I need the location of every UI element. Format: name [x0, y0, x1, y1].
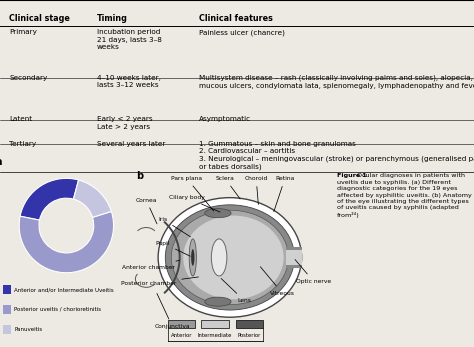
Ellipse shape	[211, 239, 227, 276]
Wedge shape	[73, 180, 111, 217]
Text: Ciliary body: Ciliary body	[169, 195, 220, 212]
Text: Vitreous: Vitreous	[260, 267, 295, 296]
Text: Latent: Latent	[9, 116, 33, 122]
Text: a: a	[0, 157, 2, 167]
Text: Pupil: Pupil	[155, 240, 190, 256]
Text: Painless ulcer (chancre): Painless ulcer (chancre)	[199, 29, 285, 36]
Bar	[201, 320, 228, 328]
Text: 4–10 weeks later,
lasts 3–12 weeks: 4–10 weeks later, lasts 3–12 weeks	[97, 75, 161, 88]
Text: Figure 1: Figure 1	[337, 174, 366, 178]
Text: Retina: Retina	[274, 176, 294, 212]
Text: Asymptomatic: Asymptomatic	[199, 116, 251, 122]
Text: Anterior chamber: Anterior chamber	[122, 260, 179, 270]
Ellipse shape	[171, 210, 289, 305]
Text: Lens: Lens	[221, 279, 251, 303]
Text: Multisystem disease – rash (classically involving palms and soles), alopecia,
mu: Multisystem disease – rash (classically …	[199, 75, 474, 88]
Text: Choroid: Choroid	[245, 176, 268, 204]
Ellipse shape	[205, 209, 231, 218]
Ellipse shape	[183, 215, 283, 299]
Wedge shape	[19, 211, 114, 273]
Wedge shape	[20, 178, 79, 220]
Bar	[3, 285, 10, 294]
Text: Clinical features: Clinical features	[199, 14, 273, 23]
Text: Anterior and/or Intermediate Uveitis: Anterior and/or Intermediate Uveitis	[14, 287, 114, 292]
Text: Optic nerve: Optic nerve	[295, 260, 331, 284]
Text: Posterior chamber: Posterior chamber	[121, 277, 199, 286]
Text: Sclera: Sclera	[216, 176, 240, 199]
Text: Ocular diagnoses in patients with uveitis due to syphilis. (a) Different diagnos: Ocular diagnoses in patients with uveiti…	[337, 174, 471, 218]
Text: Clinical stage: Clinical stage	[9, 14, 70, 23]
Text: Intermediate: Intermediate	[198, 333, 232, 338]
Text: Panuveitis: Panuveitis	[14, 327, 42, 332]
Text: Incubation period
21 days, lasts 3–8
weeks: Incubation period 21 days, lasts 3–8 wee…	[97, 29, 162, 51]
Bar	[168, 320, 195, 328]
Text: Several years later: Several years later	[97, 141, 165, 146]
Ellipse shape	[165, 205, 294, 310]
Bar	[286, 247, 301, 268]
Bar	[3, 305, 10, 314]
Text: Tertiary: Tertiary	[9, 141, 36, 146]
Bar	[3, 324, 10, 334]
Text: Early < 2 years
Late > 2 years: Early < 2 years Late > 2 years	[97, 116, 153, 130]
Text: Conjunctiva: Conjunctiva	[155, 294, 190, 329]
Bar	[286, 250, 301, 265]
Text: b: b	[137, 171, 144, 181]
Text: Posterior uveitis / chorioretinitis: Posterior uveitis / chorioretinitis	[14, 307, 101, 312]
Text: Anterior: Anterior	[171, 333, 192, 338]
Bar	[236, 320, 264, 328]
Text: Secondary: Secondary	[9, 75, 48, 81]
Text: Primary: Primary	[9, 29, 37, 35]
Ellipse shape	[158, 198, 301, 317]
Text: Timing: Timing	[97, 14, 128, 23]
Text: Cornea: Cornea	[136, 197, 157, 224]
Ellipse shape	[205, 297, 231, 306]
Text: 1. Gummatous – skin and bone granulomas
2. Cardiovascular – aortitis
3. Neurolog: 1. Gummatous – skin and bone granulomas …	[199, 141, 474, 170]
Text: Posterior: Posterior	[238, 333, 261, 338]
Ellipse shape	[191, 249, 194, 266]
Text: Pars plana: Pars plana	[171, 176, 214, 211]
Ellipse shape	[189, 239, 196, 276]
Text: Iris: Iris	[158, 217, 191, 237]
